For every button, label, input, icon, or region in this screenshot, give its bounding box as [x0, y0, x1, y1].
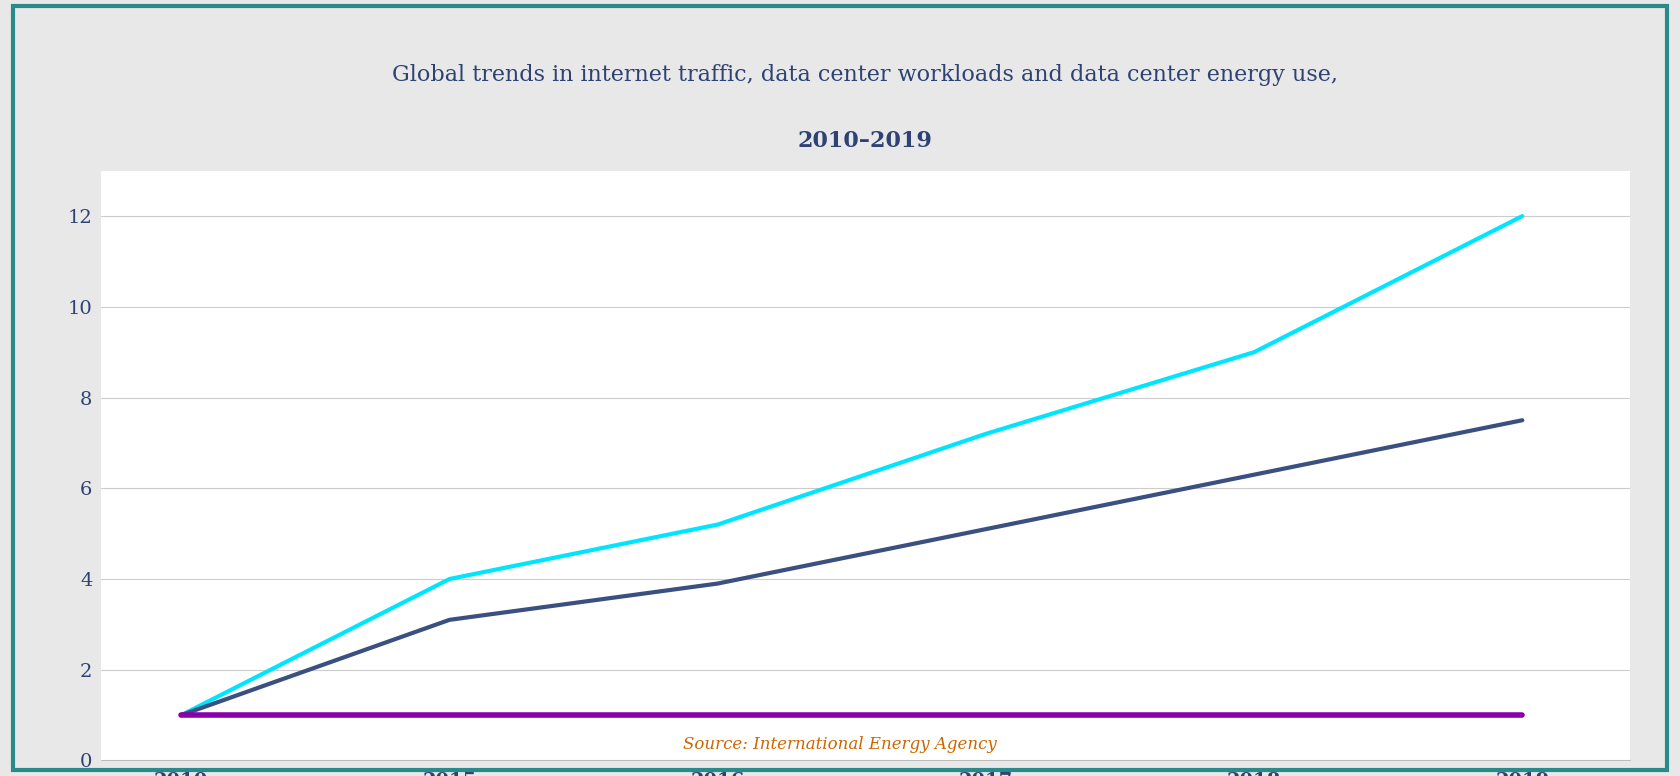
- Text: Global trends in internet traffic, data center workloads and data center energy : Global trends in internet traffic, data …: [391, 64, 1339, 86]
- Text: Source: International Energy Agency: Source: International Energy Agency: [684, 736, 996, 753]
- Text: 2010–2019: 2010–2019: [798, 130, 932, 152]
